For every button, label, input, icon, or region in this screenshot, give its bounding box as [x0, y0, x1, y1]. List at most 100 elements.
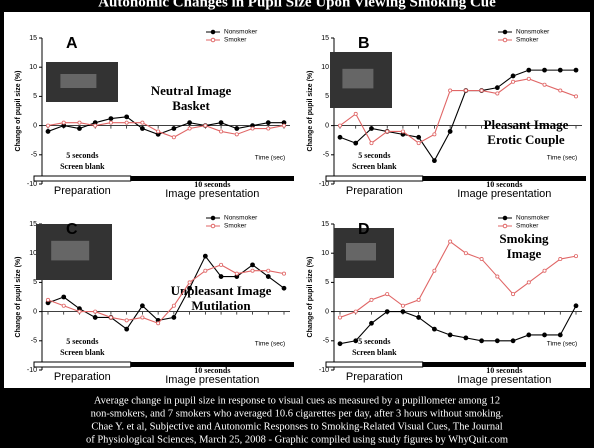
photo-highlight — [51, 240, 90, 261]
legend-marker — [210, 37, 216, 43]
data-point — [526, 280, 531, 285]
x-axis-label: Time (sec) — [547, 155, 577, 162]
series-line — [339, 69, 576, 162]
data-point — [61, 294, 67, 300]
presentation-bar — [422, 176, 586, 181]
data-point — [77, 309, 82, 314]
y-tick-label: -10 — [319, 181, 329, 188]
data-point — [202, 253, 208, 259]
annotation: Erotic Couple — [487, 132, 565, 147]
data-point — [353, 140, 359, 146]
annotation: Pleasant Image — [484, 117, 569, 132]
data-point — [573, 67, 579, 73]
y-tick-label: 15 — [29, 35, 37, 42]
data-point — [61, 303, 66, 308]
y-axis-label: Change of pupil size (%) — [307, 257, 314, 338]
series-line — [47, 264, 285, 324]
y-tick-label: -5 — [323, 152, 329, 159]
data-point — [250, 262, 255, 268]
annotation: Unpleasant Image — [171, 283, 272, 298]
data-point — [61, 120, 66, 125]
data-point — [156, 129, 161, 134]
data-point — [574, 94, 579, 99]
data-point — [203, 268, 208, 273]
y-tick-label: 15 — [321, 35, 329, 42]
data-point — [353, 111, 358, 116]
data-point — [431, 326, 437, 332]
series-line — [339, 78, 577, 144]
data-point — [573, 303, 579, 309]
data-point — [432, 268, 437, 273]
preparation-bar — [325, 175, 424, 182]
x-axis-label: Time (sec) — [255, 341, 285, 348]
caption-line: non-smokers, and 7 smokers who averaged … — [91, 408, 504, 419]
data-point — [187, 280, 192, 285]
data-point — [124, 114, 130, 120]
data-point — [187, 126, 192, 131]
y-tick-label: 5 — [325, 279, 329, 286]
preparation-bar — [325, 361, 424, 368]
y-tick-label: 15 — [29, 221, 37, 228]
data-point — [542, 82, 547, 87]
panel-label: C — [66, 221, 78, 238]
panel-label: B — [358, 35, 370, 52]
phase-label: Image presentation — [457, 374, 551, 386]
presentation-bar — [130, 176, 294, 181]
y-tick-label: -5 — [323, 338, 329, 345]
phase-label: 10 seconds — [194, 366, 230, 375]
data-point — [124, 326, 130, 332]
legend-marker — [210, 29, 216, 35]
legend-label: Nonsmoker — [224, 29, 258, 36]
series-line — [47, 255, 285, 330]
panel: -10 -5 0 5 10 15 Change of pupil size (%) Time … — [15, 215, 294, 386]
y-tick-label: 10 — [29, 250, 37, 257]
phase-label: Preparation — [346, 371, 403, 383]
data-point — [124, 120, 129, 125]
photo-highlight — [342, 68, 374, 89]
data-point — [171, 315, 177, 320]
phase-label: Preparation — [346, 185, 403, 197]
panel-label: A — [66, 35, 78, 52]
data-point — [510, 338, 516, 344]
phase-label: 10 seconds — [486, 180, 522, 189]
data-point — [281, 123, 286, 128]
y-tick-label: 10 — [321, 64, 329, 71]
data-point — [416, 141, 421, 146]
data-point — [171, 135, 176, 140]
legend-marker — [502, 215, 508, 221]
phase-label: Screen blank — [352, 348, 397, 357]
panel-label: D — [358, 221, 370, 238]
preparation-bar — [33, 361, 132, 368]
data-point — [416, 315, 422, 320]
data-point — [93, 123, 98, 128]
title: Autonomic Changes in Pupil Size Upon Vie… — [98, 0, 496, 10]
y-tick-label: 10 — [321, 250, 329, 257]
annotation: Neutral Image — [151, 83, 232, 98]
data-point — [140, 120, 145, 125]
legend-marker — [210, 223, 216, 229]
data-point — [140, 315, 145, 320]
phase-label: 5 seconds — [358, 337, 390, 346]
y-tick-label: -5 — [31, 338, 37, 345]
data-point — [250, 268, 255, 273]
data-point — [234, 132, 239, 137]
data-point — [463, 251, 468, 256]
data-point — [495, 274, 500, 279]
data-point — [511, 292, 516, 297]
y-tick-label: 0 — [325, 308, 329, 315]
data-point — [432, 132, 437, 137]
data-point — [46, 123, 51, 128]
data-point — [558, 257, 563, 262]
y-tick-label: 5 — [325, 93, 329, 100]
photo-highlight — [346, 243, 376, 261]
data-point — [281, 271, 286, 276]
data-point — [526, 67, 532, 73]
phase-label: Image presentation — [457, 188, 551, 200]
photo-highlight — [60, 74, 97, 88]
data-point — [124, 318, 129, 323]
data-point — [479, 338, 485, 344]
caption-line: Chae Y. et al, Subjective and Autonomic … — [91, 421, 502, 432]
y-tick-label: -10 — [27, 181, 37, 188]
data-point — [369, 320, 374, 326]
